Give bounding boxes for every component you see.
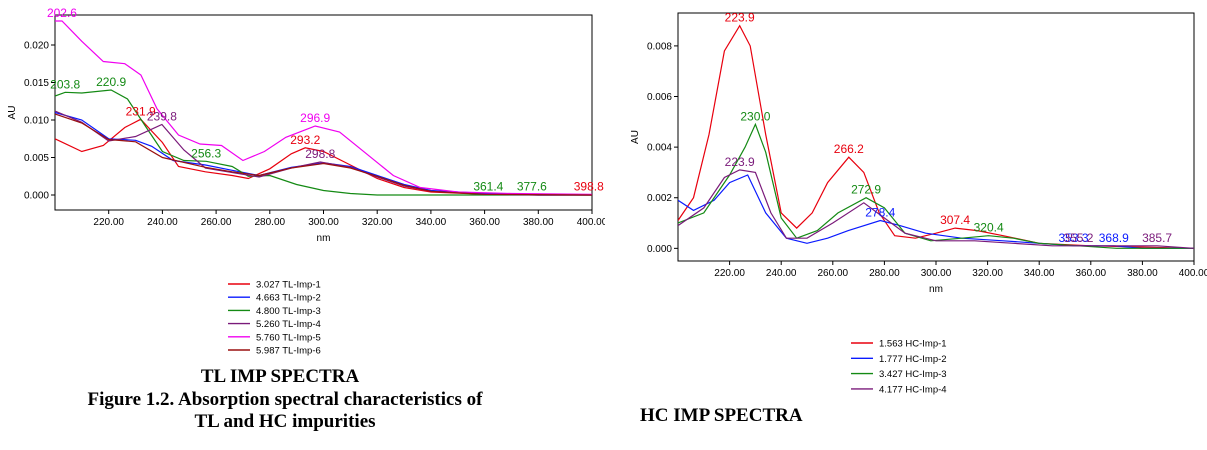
tl-spectra-title: TL IMP SPECTRA xyxy=(200,366,360,387)
x-tick-label: 400.00 xyxy=(577,217,605,228)
plot-frame xyxy=(677,12,1195,262)
y-tick-label: 0.000 xyxy=(647,244,672,255)
y-tick-label: 0.010 xyxy=(24,116,49,127)
series-line-4 xyxy=(678,169,1194,249)
x-tick-label: 240.00 xyxy=(147,217,178,228)
legend-entry: 5.260 TL-Imp-4 xyxy=(256,319,321,330)
peak-label: 361.4 xyxy=(473,179,503,193)
peak-label: 223.9 xyxy=(725,155,755,169)
x-tick-label: 240.00 xyxy=(766,268,797,279)
legend-entry: 4.177 HC-Imp-4 xyxy=(879,384,947,395)
y-tick-label: 0.005 xyxy=(24,153,49,164)
legend-entry: 4.663 TL-Imp-2 xyxy=(256,293,321,304)
y-tick-label: 0.008 xyxy=(647,41,672,52)
peak-label: 298.8 xyxy=(305,147,335,161)
series-line-3 xyxy=(55,89,592,196)
peak-label: 307.4 xyxy=(940,213,970,227)
peak-label: 293.2 xyxy=(290,133,320,147)
peak-label: 230.0 xyxy=(740,109,770,123)
y-tick-label: 0.006 xyxy=(647,92,672,103)
legend-entry: 1.777 HC-Imp-2 xyxy=(879,354,947,365)
peak-label: 202.6 xyxy=(47,6,77,20)
tl-spectra-chart: 0.000 0.005 0.010 0.015 0.020 220.00 240.00 260… xyxy=(7,6,605,357)
peak-label: 272.9 xyxy=(851,183,881,197)
x-tick-label: 320.00 xyxy=(362,217,393,228)
peak-label: 296.9 xyxy=(300,111,330,125)
x-tick-label: 260.00 xyxy=(201,217,232,228)
x-tick-label: 280.00 xyxy=(255,217,286,228)
figure-caption-line-1: Figure 1.2. Absorption spectral characte… xyxy=(87,389,483,410)
x-tick-label: 220.00 xyxy=(714,268,745,279)
series-line-1 xyxy=(678,24,1194,249)
peak-label: 266.2 xyxy=(834,142,864,156)
legend-entry: 3.427 HC-Imp-3 xyxy=(879,369,947,380)
peak-label: 223.9 xyxy=(725,11,755,25)
legend-entry: 4.800 TL-Imp-3 xyxy=(256,306,321,317)
series-line-3 xyxy=(678,122,1194,249)
y-tick-label: 0.002 xyxy=(647,193,672,204)
x-tick-label: 320.00 xyxy=(972,268,1003,279)
peak-label: 203.8 xyxy=(50,77,80,91)
legend-entry: 1.563 HC-Imp-1 xyxy=(879,339,947,350)
x-tick-label: 400.00 xyxy=(1179,268,1207,279)
x-tick-label: 300.00 xyxy=(308,217,339,228)
peak-label: 320.4 xyxy=(974,221,1004,235)
x-tick-label: 360.00 xyxy=(469,217,500,228)
series-line-1 xyxy=(55,118,592,196)
peak-label: 368.9 xyxy=(1099,231,1129,245)
legend-entry: 5.760 TL-Imp-5 xyxy=(256,332,321,343)
peak-label: 239.8 xyxy=(147,110,177,124)
series-line-6 xyxy=(55,113,592,196)
x-tick-label: 340.00 xyxy=(1024,268,1055,279)
x-tick-label: 280.00 xyxy=(869,268,900,279)
x-tick-label: 260.00 xyxy=(818,268,849,279)
x-tick-label: 380.00 xyxy=(1127,268,1158,279)
peak-label: 278.4 xyxy=(865,206,895,220)
peak-label: 377.6 xyxy=(517,179,547,193)
peak-label: 398.8 xyxy=(574,179,604,193)
peak-label: 353.3 xyxy=(1058,231,1088,245)
x-tick-label: 380.00 xyxy=(523,217,554,228)
peak-label: 355.2 xyxy=(1063,231,1093,245)
x-axis-label: nm xyxy=(929,284,943,295)
x-tick-label: 220.00 xyxy=(93,217,124,228)
peak-label: 385.7 xyxy=(1142,231,1172,245)
y-axis-label: AU xyxy=(7,106,18,120)
x-tick-label: 360.00 xyxy=(1076,268,1107,279)
y-tick-label: 0.000 xyxy=(24,191,49,202)
peak-label: 256.3 xyxy=(191,146,221,160)
x-tick-label: 300.00 xyxy=(921,268,952,279)
y-tick-label: 0.015 xyxy=(24,78,49,89)
y-tick-label: 0.004 xyxy=(647,143,672,154)
x-axis-label: nm xyxy=(317,233,331,244)
legend-entry: 3.027 TL-Imp-1 xyxy=(256,280,321,291)
series-line-5 xyxy=(55,20,592,195)
legend-entry: 5.987 TL-Imp-6 xyxy=(256,346,321,357)
peak-label: 220.9 xyxy=(96,75,126,89)
peak-label: 231.9 xyxy=(126,104,156,118)
x-tick-label: 340.00 xyxy=(416,217,447,228)
y-axis-label: AU xyxy=(630,130,641,144)
hc-spectra-title: HC IMP SPECTRA xyxy=(640,405,803,426)
y-tick-label: 0.020 xyxy=(24,41,49,52)
figure-caption-line-2: TL and HC impurities xyxy=(194,411,376,432)
hc-spectra-chart: 0.000 0.002 0.004 0.006 0.008 220.00 240.00 260… xyxy=(630,11,1207,396)
